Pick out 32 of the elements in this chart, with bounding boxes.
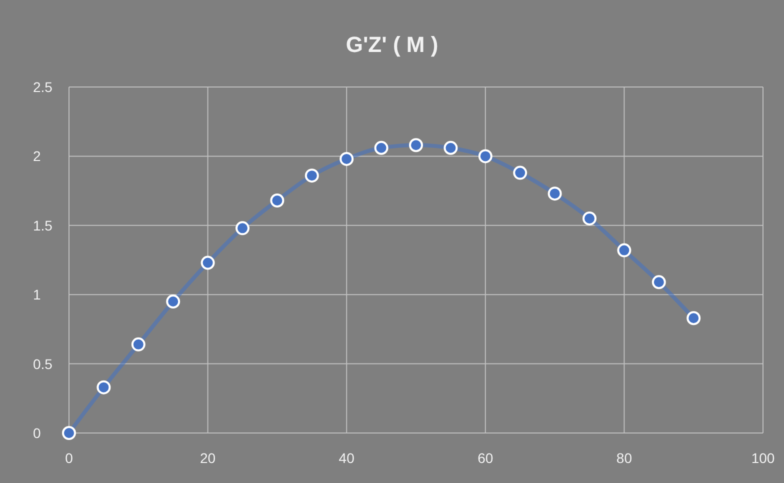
x-tick-label: 40 <box>338 450 355 466</box>
point <box>409 138 423 152</box>
point <box>270 193 284 208</box>
point <box>62 426 76 440</box>
point <box>548 186 562 201</box>
point <box>686 311 701 326</box>
point <box>582 211 596 226</box>
point <box>131 337 146 352</box>
point <box>444 140 458 155</box>
point <box>96 380 111 394</box>
y-tick-label: 2.5 <box>33 79 53 95</box>
point <box>166 294 180 309</box>
x-tick-label: 100 <box>751 450 775 466</box>
point <box>478 149 492 164</box>
point <box>304 168 319 183</box>
point <box>374 140 388 155</box>
y-tick-label: 1.5 <box>33 217 53 234</box>
point <box>513 166 528 180</box>
y-tick-label: 1 <box>33 286 41 303</box>
y-tick-label: 0.5 <box>33 356 53 372</box>
point <box>200 256 215 270</box>
point <box>340 152 354 166</box>
x-tick-label: 20 <box>200 450 216 466</box>
y-tick-label: 0 <box>33 425 41 441</box>
y-tick-label: 2 <box>33 148 41 164</box>
x-tick-label: 60 <box>478 450 494 466</box>
chart-title: G'Z' ( M ) <box>346 32 438 57</box>
x-tick-label: 80 <box>616 450 632 466</box>
point <box>652 275 666 290</box>
point <box>617 243 632 258</box>
point <box>236 221 250 236</box>
x-tick-label: 0 <box>65 450 74 466</box>
